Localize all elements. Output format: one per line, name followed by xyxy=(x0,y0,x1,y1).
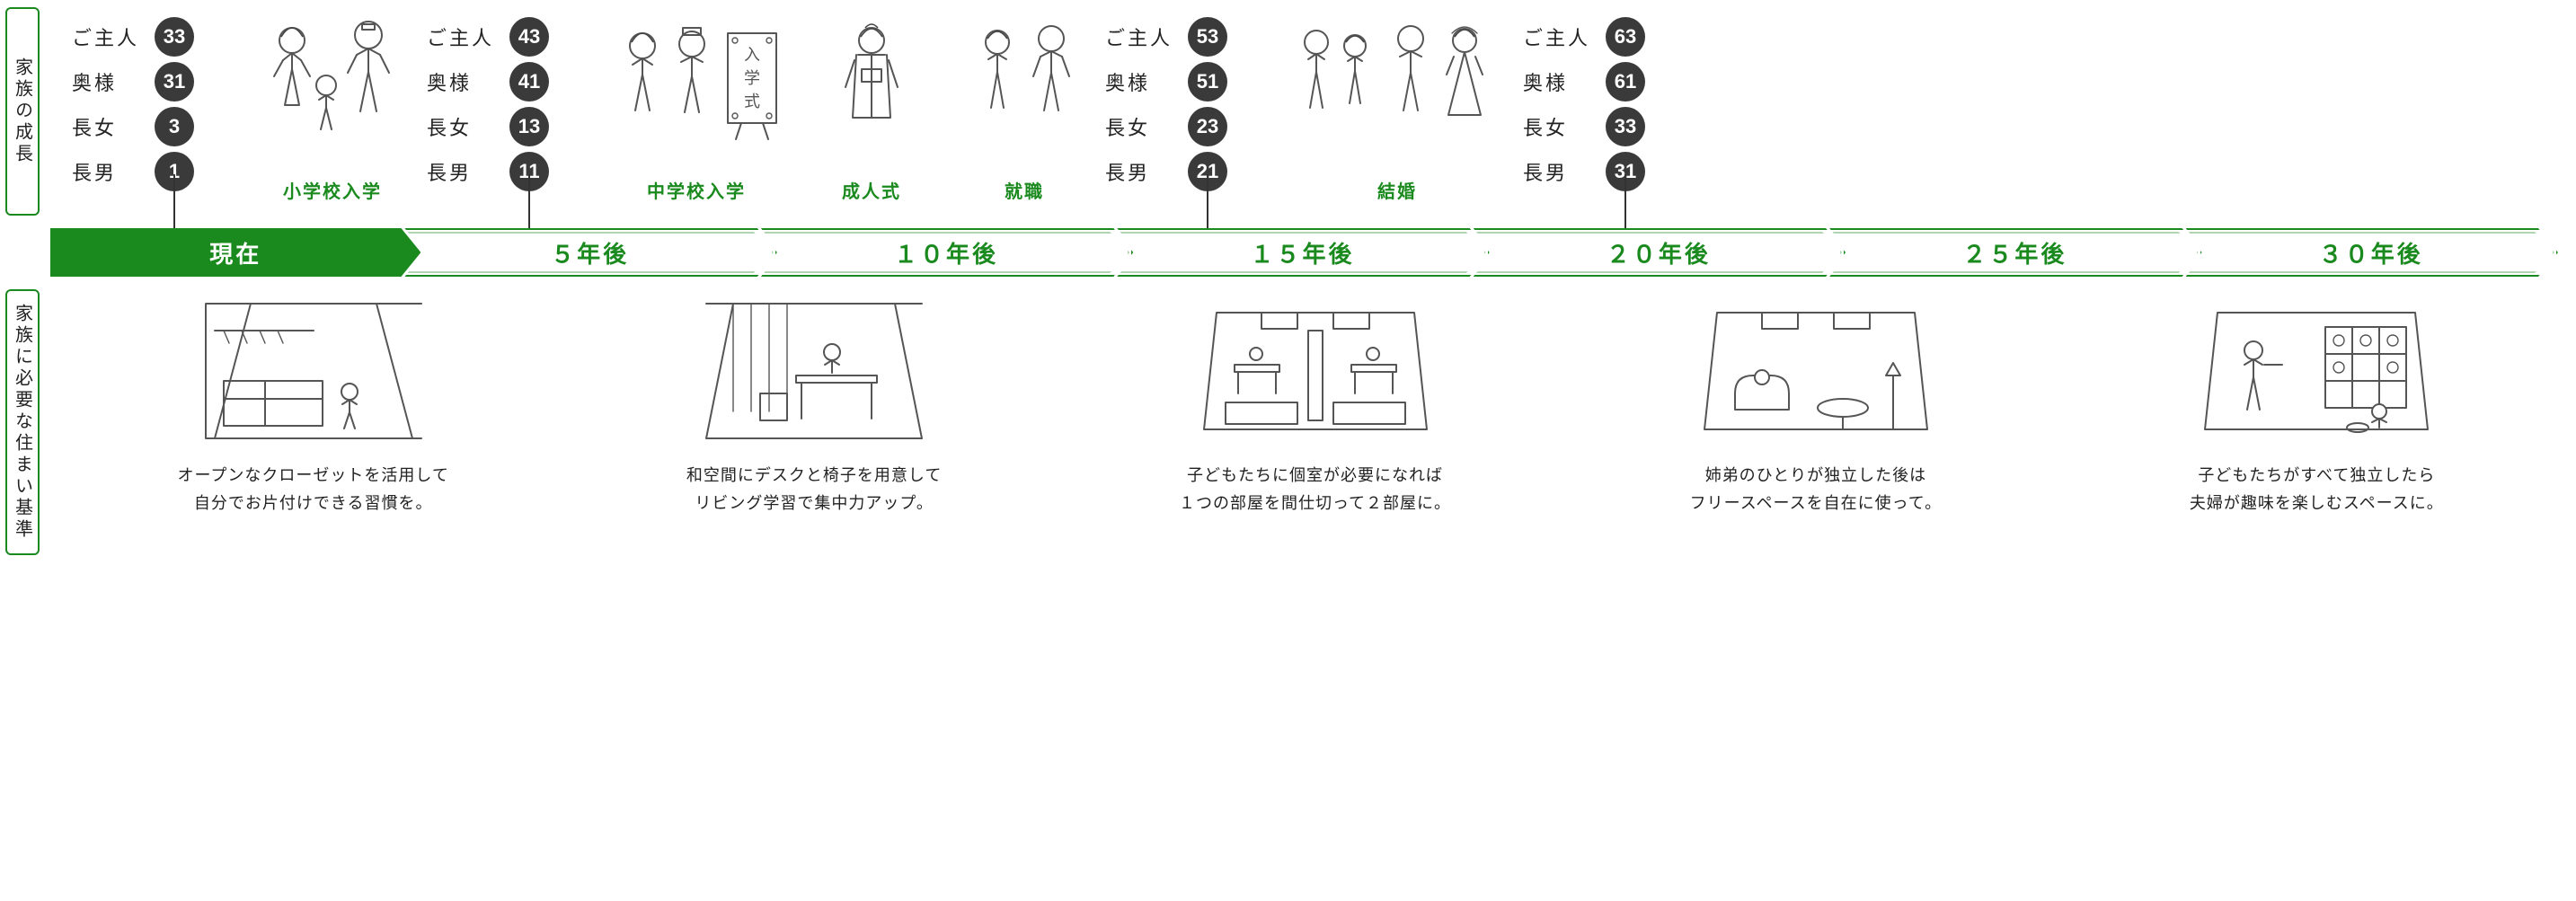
age-snapshot-now: ご主人33 奥様31 長女3 長男1 xyxy=(72,13,238,210)
family-growth-section: 家族の成長 ご主人33 奥様31 長女3 長男1 xyxy=(0,0,2576,223)
housing-text-line: 子どもたちに個室が必要になれば xyxy=(1179,462,1451,490)
timeline-segment: １０年後 xyxy=(761,228,1133,277)
member-label: 長男 xyxy=(427,157,499,186)
life-event-caption: 中学校入学 xyxy=(647,177,746,203)
timeline-segment: ５年後 xyxy=(404,228,776,277)
housing-text-line: １つの部屋を間仕切って２部屋に。 xyxy=(1179,490,1451,517)
housing-text-line: オープンなクローゼットを活用して xyxy=(178,462,449,490)
member-label: ご主人 xyxy=(427,22,499,51)
member-label: 長女 xyxy=(1105,112,1177,141)
age-badge: 53 xyxy=(1188,17,1227,57)
timeline: 現在 ５年後 １０年後 １５年後 ２０年後 ２５年後 ３０年後 xyxy=(0,223,2576,282)
family-illustration-icon xyxy=(238,13,427,168)
age-badge: 61 xyxy=(1606,62,1645,102)
svg-text:学: 学 xyxy=(744,69,760,87)
age-badge: 43 xyxy=(509,17,549,57)
closet-room-icon xyxy=(90,295,536,447)
svg-text:式: 式 xyxy=(744,93,760,110)
timeline-segment: ２０年後 xyxy=(1474,228,1846,277)
wedding-illustration-icon xyxy=(1271,13,1523,168)
housing-text-line: 姉弟のひとりが独立した後は xyxy=(1690,462,1943,490)
member-label: ご主人 xyxy=(1523,22,1595,51)
section-label-top: 家族の成長 xyxy=(5,7,40,216)
life-event-employment: 就職 xyxy=(943,13,1105,210)
housing-row: オープンなクローゼットを活用して 自分でお片付けできる習慣を。 xyxy=(72,295,2558,517)
member-label: 長女 xyxy=(1523,112,1595,141)
family-growth-row: ご主人33 奥様31 長女3 長男1 xyxy=(72,13,2558,210)
age-badge: 51 xyxy=(1188,62,1227,102)
age-snapshot-20y: ご主人53 奥様51 長女23 長男21 xyxy=(1105,13,1271,210)
section-label-bottom: 家族に必要な住まい基準 xyxy=(5,289,40,555)
life-event-elementary: 小学校入学 xyxy=(238,13,427,210)
member-label: ご主人 xyxy=(1105,22,1177,51)
life-event-caption: 就職 xyxy=(1005,177,1044,203)
free-space-room-icon xyxy=(1592,295,2039,447)
age-badge: 23 xyxy=(1188,107,1227,146)
housing-text-line: フリースペースを自在に使って。 xyxy=(1690,490,1943,517)
housing-text-line: リビング学習で集中力アップ。 xyxy=(686,490,942,517)
age-badge: 31 xyxy=(155,62,194,102)
timeline-segment: ３０年後 xyxy=(2186,228,2558,277)
member-label: 長男 xyxy=(1523,157,1595,186)
age-snapshot-10y: ご主人43 奥様41 長女13 長男11 xyxy=(427,13,593,210)
member-label: 奥様 xyxy=(72,67,144,96)
housing-text-line: 子どもたちがすべて独立したら xyxy=(2190,462,2444,490)
study-room-icon xyxy=(590,295,1037,447)
housing-stage-1: オープンなクローゼットを活用して 自分でお片付けできる習慣を。 xyxy=(90,295,536,517)
housing-text-line: 夫婦が趣味を楽しむスペースに。 xyxy=(2190,490,2444,517)
life-event-marriage: 結婚 xyxy=(1271,13,1523,210)
life-event-caption: 成人式 xyxy=(842,177,901,203)
age-snapshot-30y: ご主人63 奥様61 長女33 長男31 xyxy=(1523,13,1689,210)
housing-stage-3: 子どもたちに個室が必要になれば １つの部屋を間仕切って２部屋に。 xyxy=(1092,295,1538,517)
kimono-illustration-icon xyxy=(800,13,943,168)
member-label: 長男 xyxy=(72,157,144,186)
age-badge: 33 xyxy=(155,17,194,57)
age-badge: 3 xyxy=(155,107,194,146)
age-badge: 63 xyxy=(1606,17,1645,57)
housing-stage-2: 和空間にデスクと椅子を用意して リビング学習で集中力アップ。 xyxy=(590,295,1037,517)
life-event-caption: 結婚 xyxy=(1377,177,1417,203)
life-event-junior-high: 入 学 式 中学校入学 xyxy=(593,13,800,210)
member-label: 奥様 xyxy=(1105,67,1177,96)
member-label: 長女 xyxy=(427,112,499,141)
svg-text:入: 入 xyxy=(744,46,760,64)
age-badge: 41 xyxy=(509,62,549,102)
hobby-room-icon xyxy=(2094,295,2540,447)
member-label: 奥様 xyxy=(1523,67,1595,96)
housing-text-line: 和空間にデスクと椅子を用意して xyxy=(686,462,942,490)
housing-stage-5: 子どもたちがすべて独立したら 夫婦が趣味を楽しむスペースに。 xyxy=(2094,295,2540,517)
divided-room-icon xyxy=(1092,295,1538,447)
students-illustration-icon: 入 学 式 xyxy=(593,13,800,168)
suits-illustration-icon xyxy=(943,13,1105,168)
life-event-caption: 小学校入学 xyxy=(283,177,382,203)
member-label: 長女 xyxy=(72,112,144,141)
timeline-segment: １５年後 xyxy=(1117,228,1489,277)
timeline-segment-now: 現在 xyxy=(50,228,420,277)
timeline-segment: ２５年後 xyxy=(1829,228,2201,277)
life-event-coming-of-age: 成人式 xyxy=(800,13,943,210)
age-badge: 33 xyxy=(1606,107,1645,146)
member-label: 奥様 xyxy=(427,67,499,96)
housing-section: 家族に必要な住まい基準 xyxy=(0,282,2576,562)
housing-text-line: 自分でお片付けできる習慣を。 xyxy=(178,490,449,517)
member-label: 長男 xyxy=(1105,157,1177,186)
housing-stage-4: 姉弟のひとりが独立した後は フリースペースを自在に使って。 xyxy=(1592,295,2039,517)
member-label: ご主人 xyxy=(72,22,144,51)
age-badge: 13 xyxy=(509,107,549,146)
